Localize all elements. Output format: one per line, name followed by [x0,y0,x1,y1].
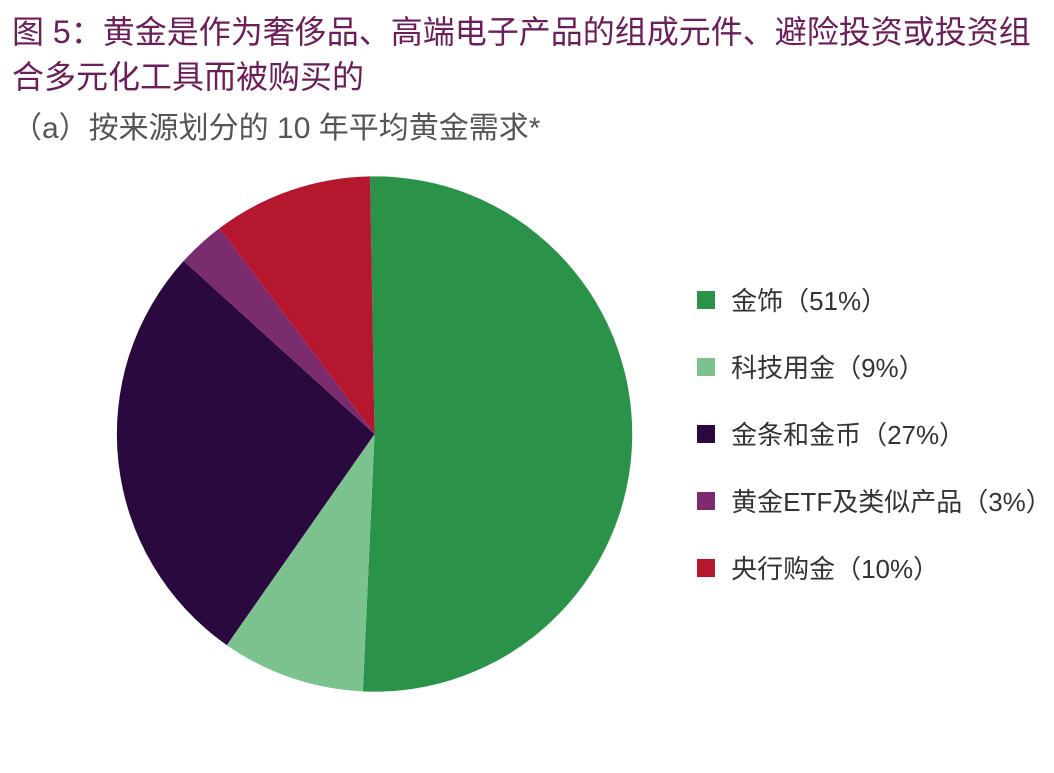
legend-item-2: 金条和金币（27%） [697,415,1042,452]
legend-item-0: 金饰（51%） [697,281,1042,318]
chart-subtitle: （a）按来源划分的 10 年平均黄金需求* [12,108,1042,150]
legend-label: 科技用金（9%） [731,348,925,385]
legend-label: 金条和金币（27%） [731,415,965,452]
chart-title: 图 5：黄金是作为奢侈品、高端电子产品的组成元件、避险投资或投资组合多元化工具而… [12,10,1042,100]
chart-area: 金饰（51%） 科技用金（9%） 金条和金币（27%） 黄金ETF及类似产品（3%） 央… [12,164,1042,704]
legend: 金饰（51%） 科技用金（9%） 金条和金币（27%） 黄金ETF及类似产品（3%） 央… [697,281,1042,586]
legend-item-4: 央行购金（10%） [697,549,1042,586]
legend-swatch [697,425,715,443]
legend-item-3: 黄金ETF及类似产品（3%） [697,482,1042,519]
legend-label: 黄金ETF及类似产品（3%） [731,482,1042,519]
legend-swatch [697,358,715,376]
legend-label: 央行购金（10%） [731,549,939,586]
pie-chart [112,164,637,704]
legend-swatch [697,492,715,510]
legend-swatch [697,291,715,309]
legend-label: 金饰（51%） [731,281,887,318]
legend-item-1: 科技用金（9%） [697,348,1042,385]
legend-swatch [697,559,715,577]
pie-slice-0 [363,176,632,691]
